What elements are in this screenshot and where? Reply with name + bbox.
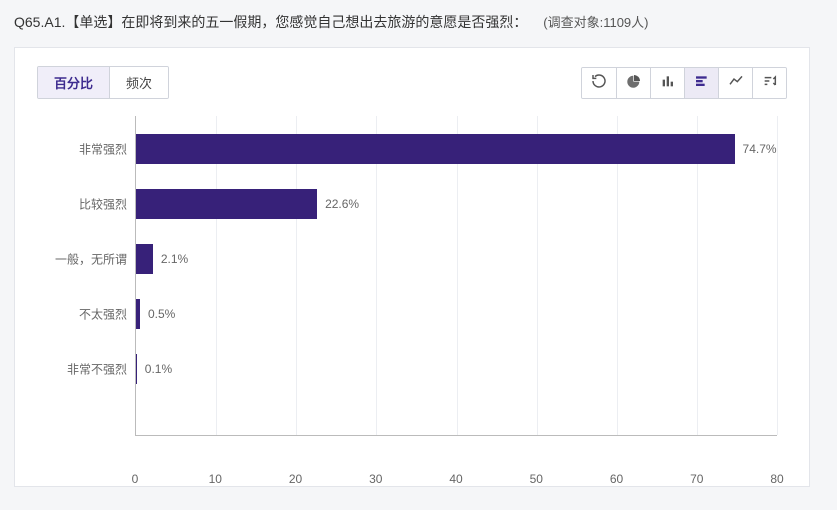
column-button[interactable] [650,68,684,98]
column-icon [660,73,676,92]
tab-percentage[interactable]: 百分比 [38,67,109,98]
x-tick-label: 80 [770,472,783,486]
bar-value-label: 22.6% [317,197,359,211]
y-axis-label: 一般，无所谓 [35,251,127,268]
bar-row: 22.6% [136,189,777,219]
x-tick-label: 30 [369,472,382,486]
bar-row: 74.7% [136,134,777,164]
y-axis-label: 非常不强烈 [35,361,127,378]
refresh-icon [591,73,607,92]
y-axis-label: 不太强烈 [35,306,127,323]
line-icon [728,73,744,92]
chart-type-buttons [581,67,787,99]
grid-line [777,116,778,435]
bar [136,134,735,164]
question-type-tag: 【单选】 [65,14,121,30]
y-axis-label: 非常强烈 [35,141,127,158]
hbar-button[interactable] [684,68,718,98]
line-button[interactable] [718,68,752,98]
chart-plot: 74.7% 22.6% 2.1% 0.5% 0.1% [135,116,777,436]
question-title: Q65.A1.【单选】在即将到来的五一假期，您感觉自己想出去旅游的意愿是否强烈：… [14,10,823,47]
bar-row: 0.5% [136,299,777,329]
tab-group: 百分比频次 [37,66,169,99]
survey-count: (调查对象:1109人) [531,15,648,30]
bar-value-label: 74.7% [735,142,777,156]
x-tick-label: 40 [449,472,462,486]
bar [136,189,317,219]
chart-card: 百分比频次 74.7% 22.6% 2.1% 0.5% 0.1% 非常强烈比较强烈一般，… [14,47,810,487]
question-text: 在即将到来的五一假期，您感觉自己想出去旅游的意愿是否强烈： [121,14,527,30]
x-tick-label: 70 [690,472,703,486]
bar-value-label: 0.1% [137,362,172,376]
pie-icon [626,73,642,92]
pie-button[interactable] [616,68,650,98]
x-tick-label: 20 [289,472,302,486]
x-tick-label: 10 [209,472,222,486]
bar-value-label: 0.5% [140,307,175,321]
chart-toolbar: 百分比频次 [37,66,787,99]
question-code: Q65.A1. [14,14,65,30]
bar-row: 2.1% [136,244,777,274]
hbar-icon [694,73,710,92]
y-axis-label: 比较强烈 [35,196,127,213]
tab-frequency[interactable]: 频次 [109,67,168,98]
x-tick-label: 0 [132,472,139,486]
sort-button[interactable] [752,68,786,98]
bar-value-label: 2.1% [153,252,188,266]
x-tick-label: 50 [530,472,543,486]
chart-area: 74.7% 22.6% 2.1% 0.5% 0.1% 非常强烈比较强烈一般，无所谓不太强… [35,116,787,466]
bar [136,244,153,274]
refresh-button[interactable] [582,68,616,98]
x-tick-label: 60 [610,472,623,486]
bar-row: 0.1% [136,354,777,384]
sort-icon [762,73,778,92]
